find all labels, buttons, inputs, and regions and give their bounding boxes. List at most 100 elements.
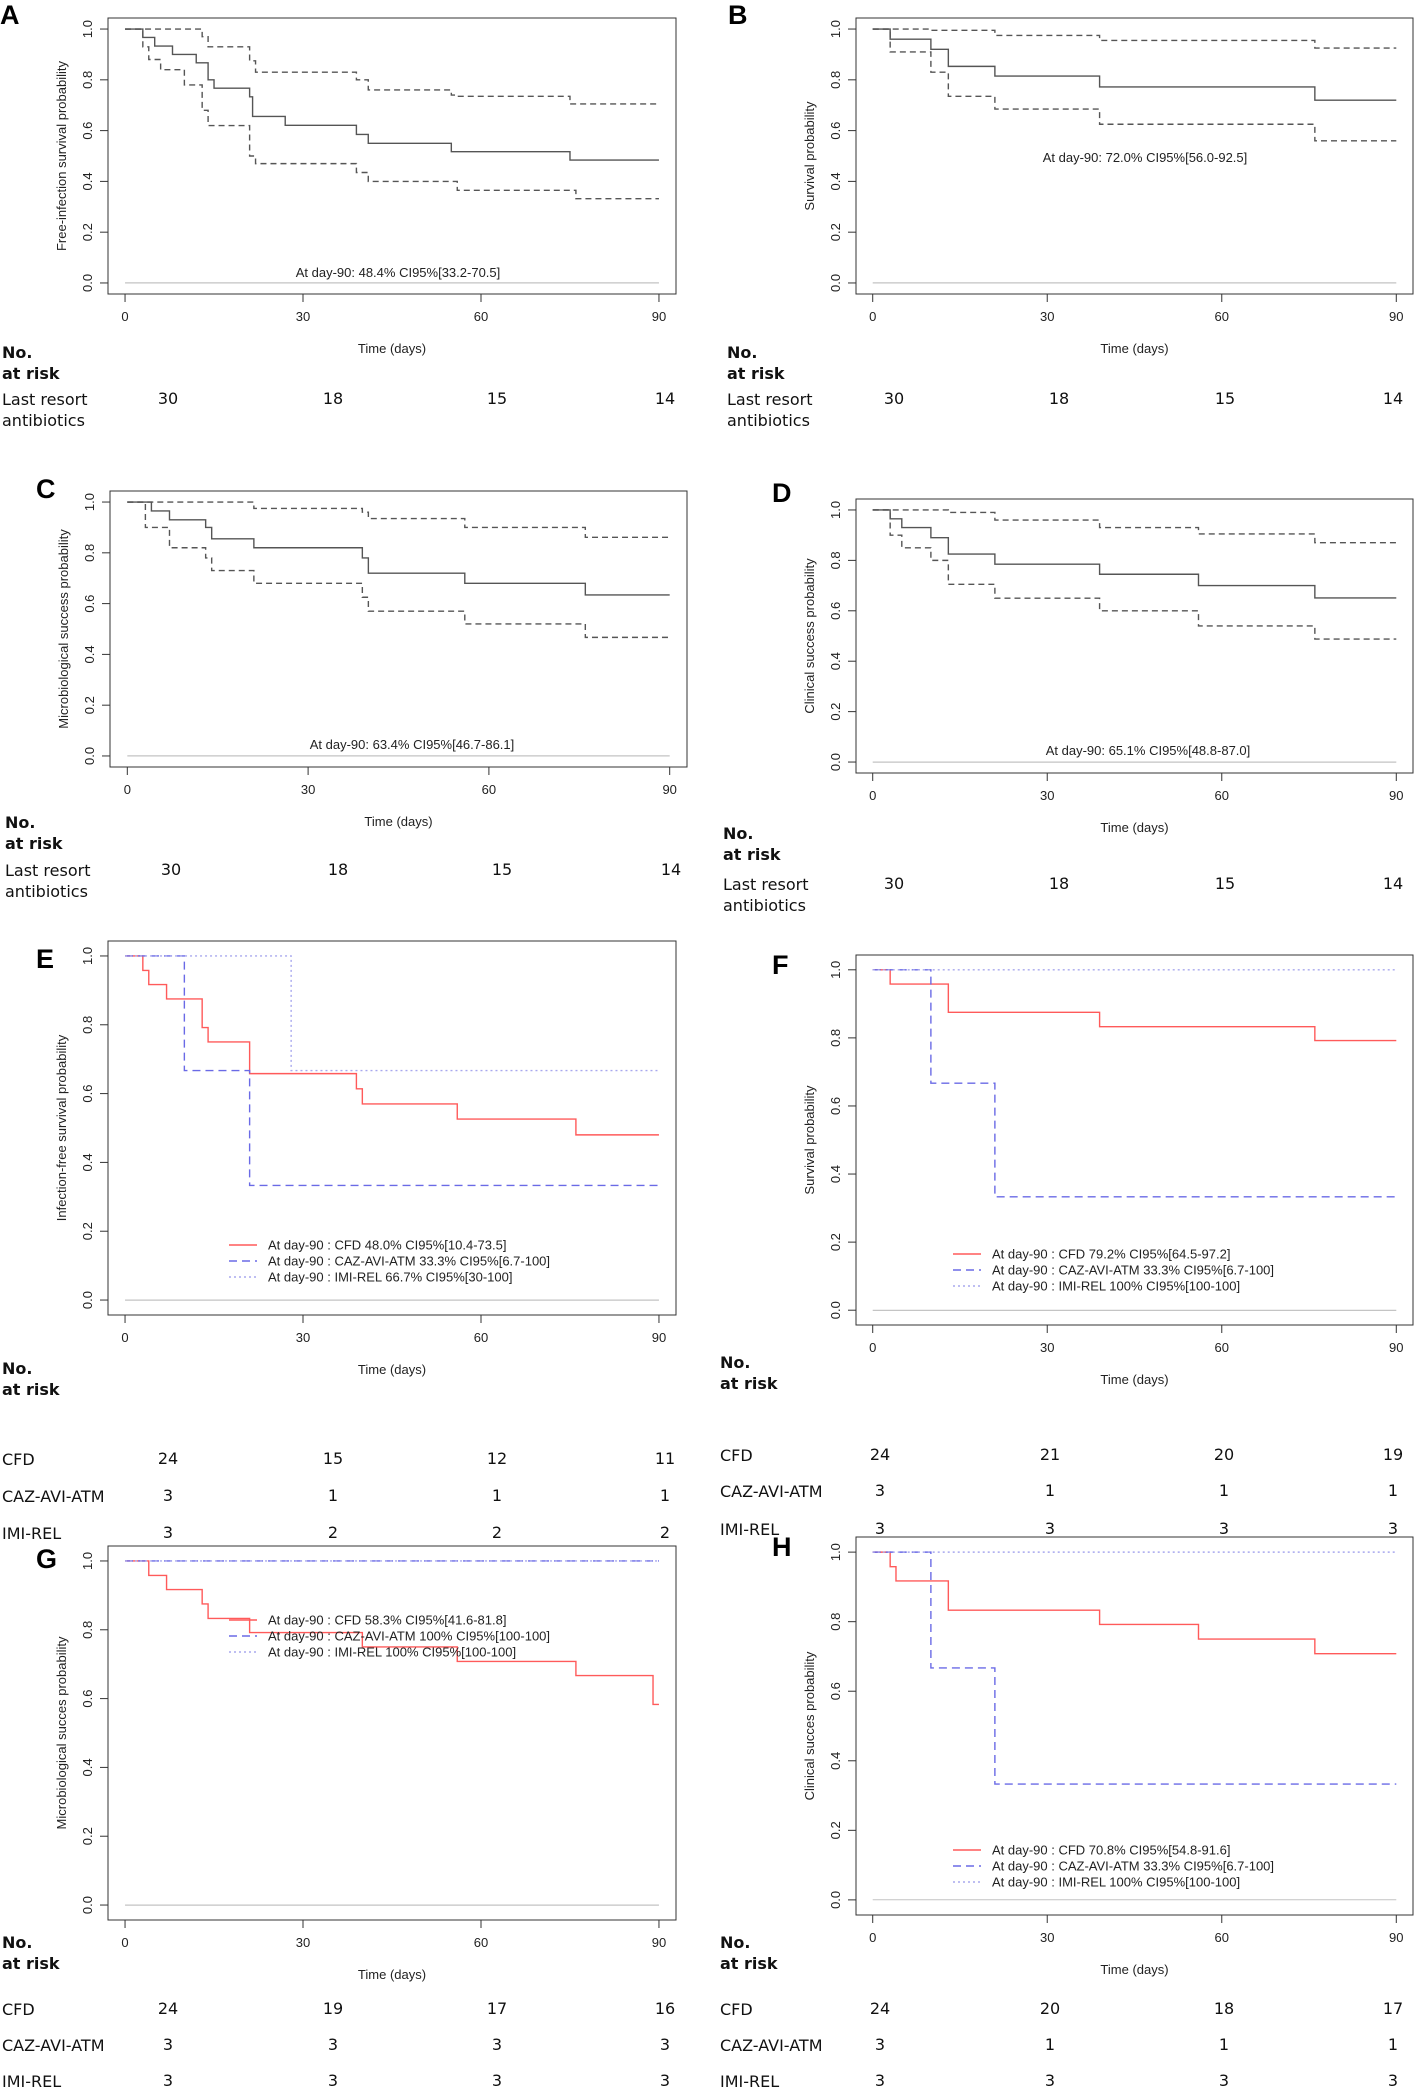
risk-count: 14: [654, 389, 676, 408]
risk-count: 3: [659, 2035, 671, 2054]
risk-count: 15: [491, 860, 513, 879]
y-tick-label: 0.4: [828, 1165, 843, 1183]
x-axis-label: Time (days): [1100, 1372, 1168, 1387]
risk-count: 16: [654, 1999, 676, 2018]
series-line-lower: [872, 28, 1397, 142]
risk-count: 18: [327, 860, 349, 879]
x-tick-label: 30: [1040, 309, 1054, 324]
risk-count: 3: [162, 1523, 174, 1542]
legend-entry: At day-90 : IMI-REL 66.7% CI95%[30-100]: [268, 1270, 512, 1285]
y-tick-label: 0.8: [828, 1613, 843, 1631]
y-tick-label: 1.0: [828, 1543, 843, 1561]
series-line-upper: [872, 28, 1397, 49]
risk-count: 19: [1382, 1445, 1404, 1464]
risk-count: 24: [157, 1999, 179, 2018]
series-line-cfd: [125, 1560, 659, 1706]
series-line-upper: [872, 509, 1397, 544]
series-line-upper: [127, 501, 670, 539]
y-tick-label: 0.4: [80, 172, 95, 190]
risk-count: 1: [491, 1486, 503, 1505]
risk-count: 1: [327, 1486, 339, 1505]
risk-count: 1: [1387, 2035, 1399, 2054]
y-tick-label: 0.2: [80, 1827, 95, 1845]
y-tick-label: 0.8: [80, 1016, 95, 1034]
x-tick-label: 60: [1215, 309, 1229, 324]
risk-count: 14: [1382, 389, 1404, 408]
series-line-estimate: [872, 28, 1397, 101]
x-axis-label: Time (days): [358, 1967, 426, 1982]
risk-count: 3: [1044, 2071, 1056, 2090]
y-tick-label: 0.2: [828, 1821, 843, 1839]
series-line-caz-avi-atm: [872, 969, 1397, 1198]
x-axis-label: Time (days): [1100, 341, 1168, 356]
y-tick-label: 0.4: [828, 652, 843, 670]
y-tick-label: 0.8: [80, 1621, 95, 1639]
risk-row-label: CAZ-AVI-ATM: [720, 1482, 823, 1501]
x-tick-label: 60: [1215, 1340, 1229, 1355]
x-tick-label: 0: [869, 1930, 876, 1945]
risk-count: 18: [1048, 874, 1070, 893]
risk-row-label: CFD: [2, 2000, 35, 2019]
panel-letter-G: G: [36, 1544, 58, 1574]
risk-count: 14: [1382, 874, 1404, 893]
risk-count: 30: [157, 389, 179, 408]
risk-count: 3: [1044, 1519, 1056, 1538]
risk-count: 24: [869, 1999, 891, 2018]
risk-count: 17: [1382, 1999, 1404, 2018]
risk-row-label: CFD: [2, 1450, 35, 1469]
x-tick-label: 60: [474, 309, 488, 324]
risk-count: 3: [491, 2035, 503, 2054]
y-tick-label: 0.2: [828, 703, 843, 721]
y-tick-label: 0.6: [80, 1690, 95, 1708]
series-line-estimate: [872, 509, 1397, 599]
risk-count: 30: [883, 389, 905, 408]
x-tick-label: 30: [1040, 1340, 1054, 1355]
y-axis-label: Microbiological succes probability: [54, 1636, 69, 1829]
risk-table-header: No. at risk: [2, 1933, 60, 1973]
risk-count: 21: [1039, 1445, 1061, 1464]
risk-row-label: Last resort antibiotics: [2, 390, 88, 430]
risk-count: 15: [1214, 389, 1236, 408]
series-line-lower: [125, 28, 659, 200]
day90-annotation: At day-90: 48.4% CI95%[33.2-70.5]: [296, 265, 501, 280]
x-tick-label: 60: [482, 782, 496, 797]
x-axis-label: Time (days): [358, 341, 426, 356]
legend-entry: At day-90 : IMI-REL 100% CI95%[100-100]: [268, 1645, 516, 1660]
x-tick-label: 0: [121, 309, 128, 324]
y-tick-label: 0.2: [82, 696, 97, 714]
y-tick-label: 0.0: [80, 1291, 95, 1309]
series-line-lower: [872, 509, 1397, 640]
risk-count: 11: [654, 1449, 676, 1468]
risk-row-label: Last resort antibiotics: [5, 861, 91, 901]
legend-entry: At day-90 : CFD 70.8% CI95%[54.8-91.6]: [992, 1843, 1230, 1858]
x-tick-label: 90: [1389, 309, 1403, 324]
risk-count: 1: [1044, 2035, 1056, 2054]
risk-count: 3: [327, 2035, 339, 2054]
plot-frame: [855, 498, 1414, 774]
series-line-cfd: [872, 969, 1397, 1042]
y-tick-label: 0.2: [80, 1222, 95, 1240]
y-tick-label: 0.2: [828, 1233, 843, 1251]
risk-count: 2: [491, 1523, 503, 1542]
risk-row-label: CAZ-AVI-ATM: [2, 1487, 105, 1506]
y-tick-label: 1.0: [828, 501, 843, 519]
risk-count: 15: [322, 1449, 344, 1468]
y-tick-label: 1.0: [80, 947, 95, 965]
risk-count: 3: [1387, 1519, 1399, 1538]
risk-count: 3: [162, 2035, 174, 2054]
x-tick-label: 30: [296, 1935, 310, 1950]
legend-entry: At day-90 : CAZ-AVI-ATM 33.3% CI95%[6.7-…: [992, 1859, 1274, 1874]
y-tick-label: 0.4: [80, 1153, 95, 1171]
y-tick-label: 0.8: [828, 71, 843, 89]
y-tick-label: 0.0: [82, 747, 97, 765]
risk-count: 1: [1218, 2035, 1230, 2054]
risk-count: 1: [1044, 1481, 1056, 1500]
risk-row-label: CAZ-AVI-ATM: [720, 2036, 823, 2055]
risk-count: 3: [327, 2071, 339, 2090]
legend-entry: At day-90 : CAZ-AVI-ATM 33.3% CI95%[6.7-…: [268, 1254, 550, 1269]
y-tick-label: 1.0: [82, 493, 97, 511]
series-line-imi-rel: [125, 955, 659, 1072]
